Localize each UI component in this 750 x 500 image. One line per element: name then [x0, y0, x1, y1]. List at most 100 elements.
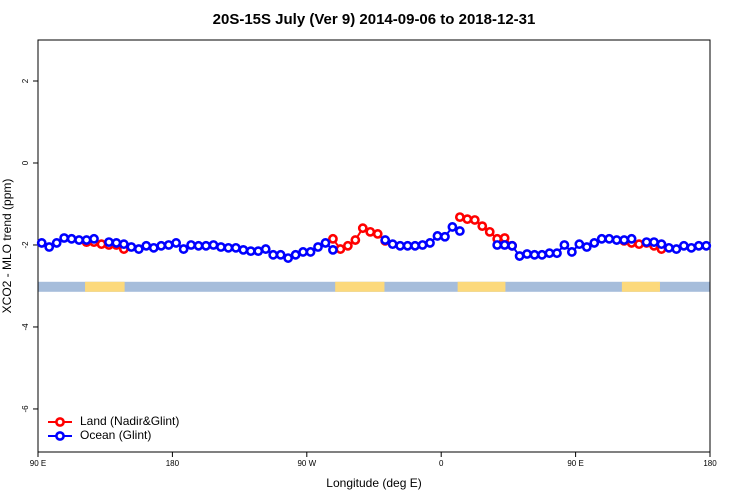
- point: [156, 240, 167, 251]
- point: [51, 238, 62, 248]
- point: [469, 215, 480, 225]
- y-tick-label: -4: [21, 323, 30, 331]
- point: [581, 242, 592, 252]
- point: [440, 231, 450, 242]
- y-tick-label: -6: [21, 405, 30, 413]
- point: [89, 233, 99, 244]
- point: [216, 242, 226, 252]
- point: [552, 248, 562, 259]
- point: [74, 235, 84, 245]
- point: [283, 253, 294, 263]
- point: [357, 223, 368, 234]
- legend-label: Ocean (Glint): [80, 428, 151, 442]
- point: [402, 240, 413, 251]
- point: [66, 233, 77, 244]
- point: [454, 226, 465, 236]
- point: [96, 239, 107, 250]
- point: [36, 238, 47, 248]
- point: [664, 242, 674, 253]
- point: [328, 244, 338, 255]
- x-tick-label: 90 E: [30, 459, 46, 468]
- point: [81, 235, 92, 245]
- point: [462, 214, 473, 225]
- point: [529, 249, 540, 260]
- point: [417, 240, 428, 250]
- point: [245, 246, 256, 257]
- point: [634, 239, 644, 250]
- point: [626, 233, 637, 244]
- point: [298, 247, 308, 257]
- legend-marker: [55, 417, 65, 427]
- y-tick-label: -2: [21, 241, 30, 249]
- y-tick-label: 2: [21, 78, 30, 83]
- point: [499, 240, 510, 250]
- point: [223, 242, 234, 253]
- point: [387, 239, 398, 250]
- point: [238, 244, 249, 255]
- point: [342, 240, 353, 251]
- legend-marker: [55, 431, 65, 441]
- point: [141, 240, 152, 251]
- point: [163, 240, 174, 250]
- point: [701, 240, 712, 251]
- point: [365, 226, 376, 237]
- point: [148, 242, 159, 253]
- point: [111, 238, 122, 248]
- point: [350, 235, 361, 245]
- point: [686, 242, 697, 253]
- point: [290, 249, 301, 260]
- point: [671, 244, 682, 254]
- point: [126, 242, 137, 252]
- point: [649, 237, 659, 248]
- x-tick-label: 0: [439, 459, 444, 468]
- point: [544, 248, 555, 259]
- point: [193, 240, 204, 251]
- point: [611, 235, 622, 245]
- point: [454, 212, 465, 222]
- land-span: [457, 281, 506, 292]
- point: [484, 226, 495, 237]
- point: [589, 238, 600, 248]
- point: [335, 244, 346, 254]
- point: [693, 240, 704, 251]
- point: [425, 238, 435, 248]
- point: [260, 244, 271, 254]
- point: [566, 247, 577, 257]
- point: [395, 240, 406, 251]
- x-tick-label: 90 E: [567, 459, 583, 468]
- point: [641, 237, 652, 248]
- point: [447, 222, 458, 232]
- point: [522, 249, 532, 259]
- point: [328, 233, 338, 244]
- point: [604, 233, 615, 244]
- land-span: [621, 281, 660, 292]
- point: [410, 240, 420, 251]
- point: [44, 242, 55, 252]
- y-tick-label: 0: [21, 160, 30, 165]
- point: [59, 233, 70, 243]
- point: [275, 249, 286, 260]
- point: [133, 244, 144, 254]
- point: [514, 251, 525, 261]
- point: [477, 221, 488, 232]
- land-span: [85, 281, 125, 292]
- y-axis-label: XCO2 - MLO trend (ppm): [0, 179, 14, 314]
- point: [320, 238, 331, 248]
- x-tick-label: 90 W: [297, 459, 316, 468]
- point: [178, 244, 189, 254]
- x-tick-label: 180: [166, 459, 180, 468]
- point: [186, 240, 196, 250]
- point: [171, 238, 182, 248]
- point: [559, 240, 570, 250]
- point: [230, 242, 241, 253]
- point: [507, 240, 518, 251]
- point: [432, 231, 443, 241]
- point: [656, 239, 667, 250]
- point: [253, 246, 264, 257]
- point: [305, 247, 316, 257]
- point: [574, 239, 585, 250]
- point: [537, 249, 547, 260]
- point: [678, 240, 689, 251]
- chart-title: 20S-15S July (Ver 9) 2014-09-06 to 2018-…: [213, 11, 536, 28]
